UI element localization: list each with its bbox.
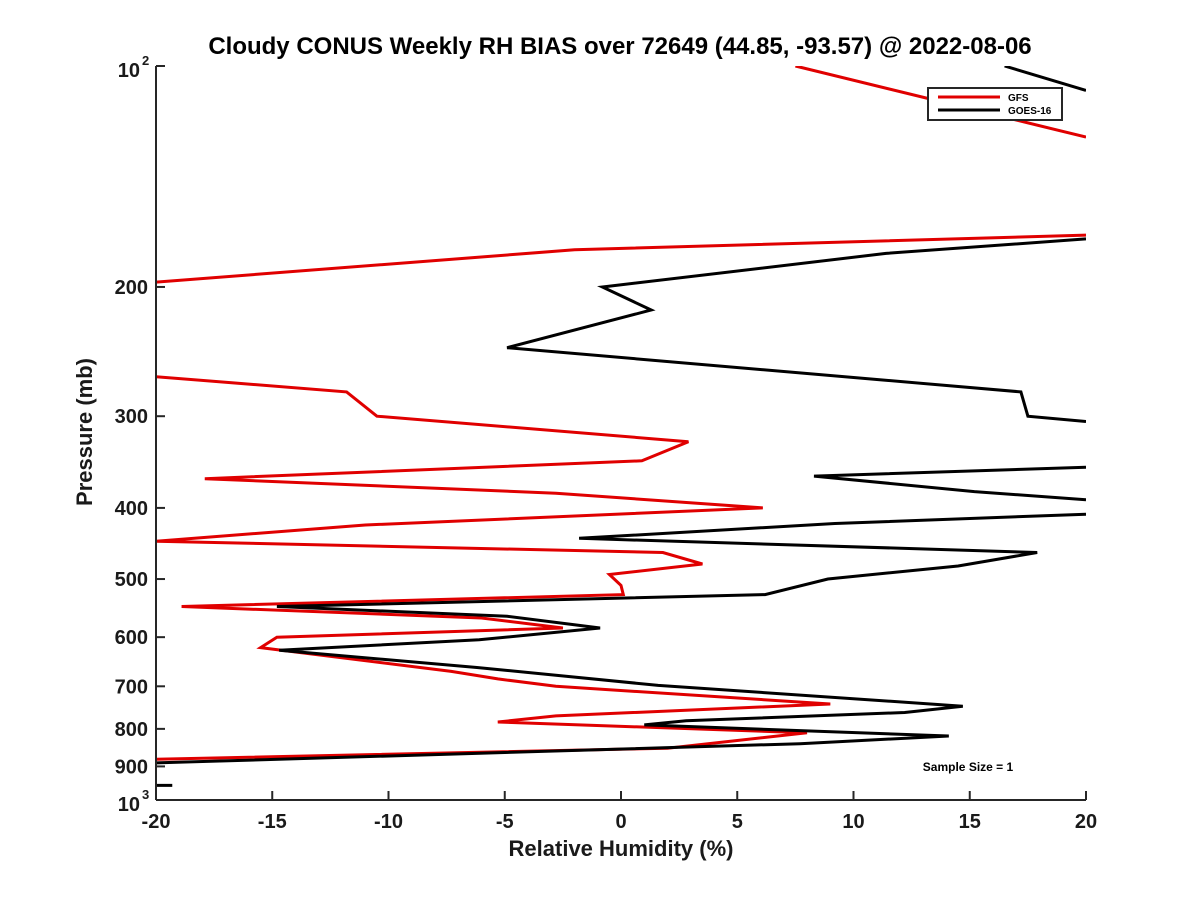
y-tick-exponent: 2: [142, 53, 149, 68]
y-tick-label: 10: [118, 60, 140, 82]
series-line-gfs-2: [156, 375, 831, 761]
legend: GFS GOES-16: [927, 87, 1063, 121]
y-tick-label: 700: [115, 676, 148, 698]
y-axis-label: Pressure (mb): [72, 358, 97, 506]
legend-label: GOES-16: [1008, 106, 1052, 117]
x-axis-label: Relative Humidity (%): [509, 836, 734, 861]
y-tick-label: 10: [118, 794, 140, 816]
legend-box: [927, 87, 1063, 121]
y-tick-label: 200: [115, 277, 148, 299]
series-line-goes-16-3: [156, 512, 1086, 765]
x-tick-label: 15: [959, 811, 981, 833]
x-tick-label: -15: [258, 811, 287, 833]
plot-area: [156, 66, 1086, 800]
y-tick-label: 800: [115, 719, 148, 741]
y-tick-label: 500: [115, 569, 148, 591]
x-tick-label: 5: [732, 811, 743, 833]
series-line-goes-16-0: [1004, 66, 1086, 92]
y-tick-label: 900: [115, 756, 148, 778]
series-line-goes-16-1: [506, 237, 1086, 423]
x-tick-label: 20: [1075, 811, 1097, 833]
x-tick-label: -10: [374, 811, 403, 833]
x-tick-label: 10: [842, 811, 864, 833]
series-layer: [156, 66, 1086, 787]
sample-size-annotation: Sample Size = 1: [923, 760, 1014, 774]
series-line-goes-16-2: [813, 465, 1086, 502]
x-tick-label: 0: [615, 811, 626, 833]
y-tick-exponent: 3: [142, 787, 149, 802]
x-tick-label: -5: [496, 811, 514, 833]
x-tick-label: -20: [142, 811, 171, 833]
series-line-gfs-1: [156, 233, 1086, 284]
y-tick-label: 300: [115, 406, 148, 428]
chart-title: Cloudy CONUS Weekly RH BIAS over 72649 (…: [208, 33, 1031, 60]
legend-label: GFS: [1008, 93, 1029, 104]
y-tick-label: 400: [115, 498, 148, 520]
y-tick-label: 600: [115, 627, 148, 649]
